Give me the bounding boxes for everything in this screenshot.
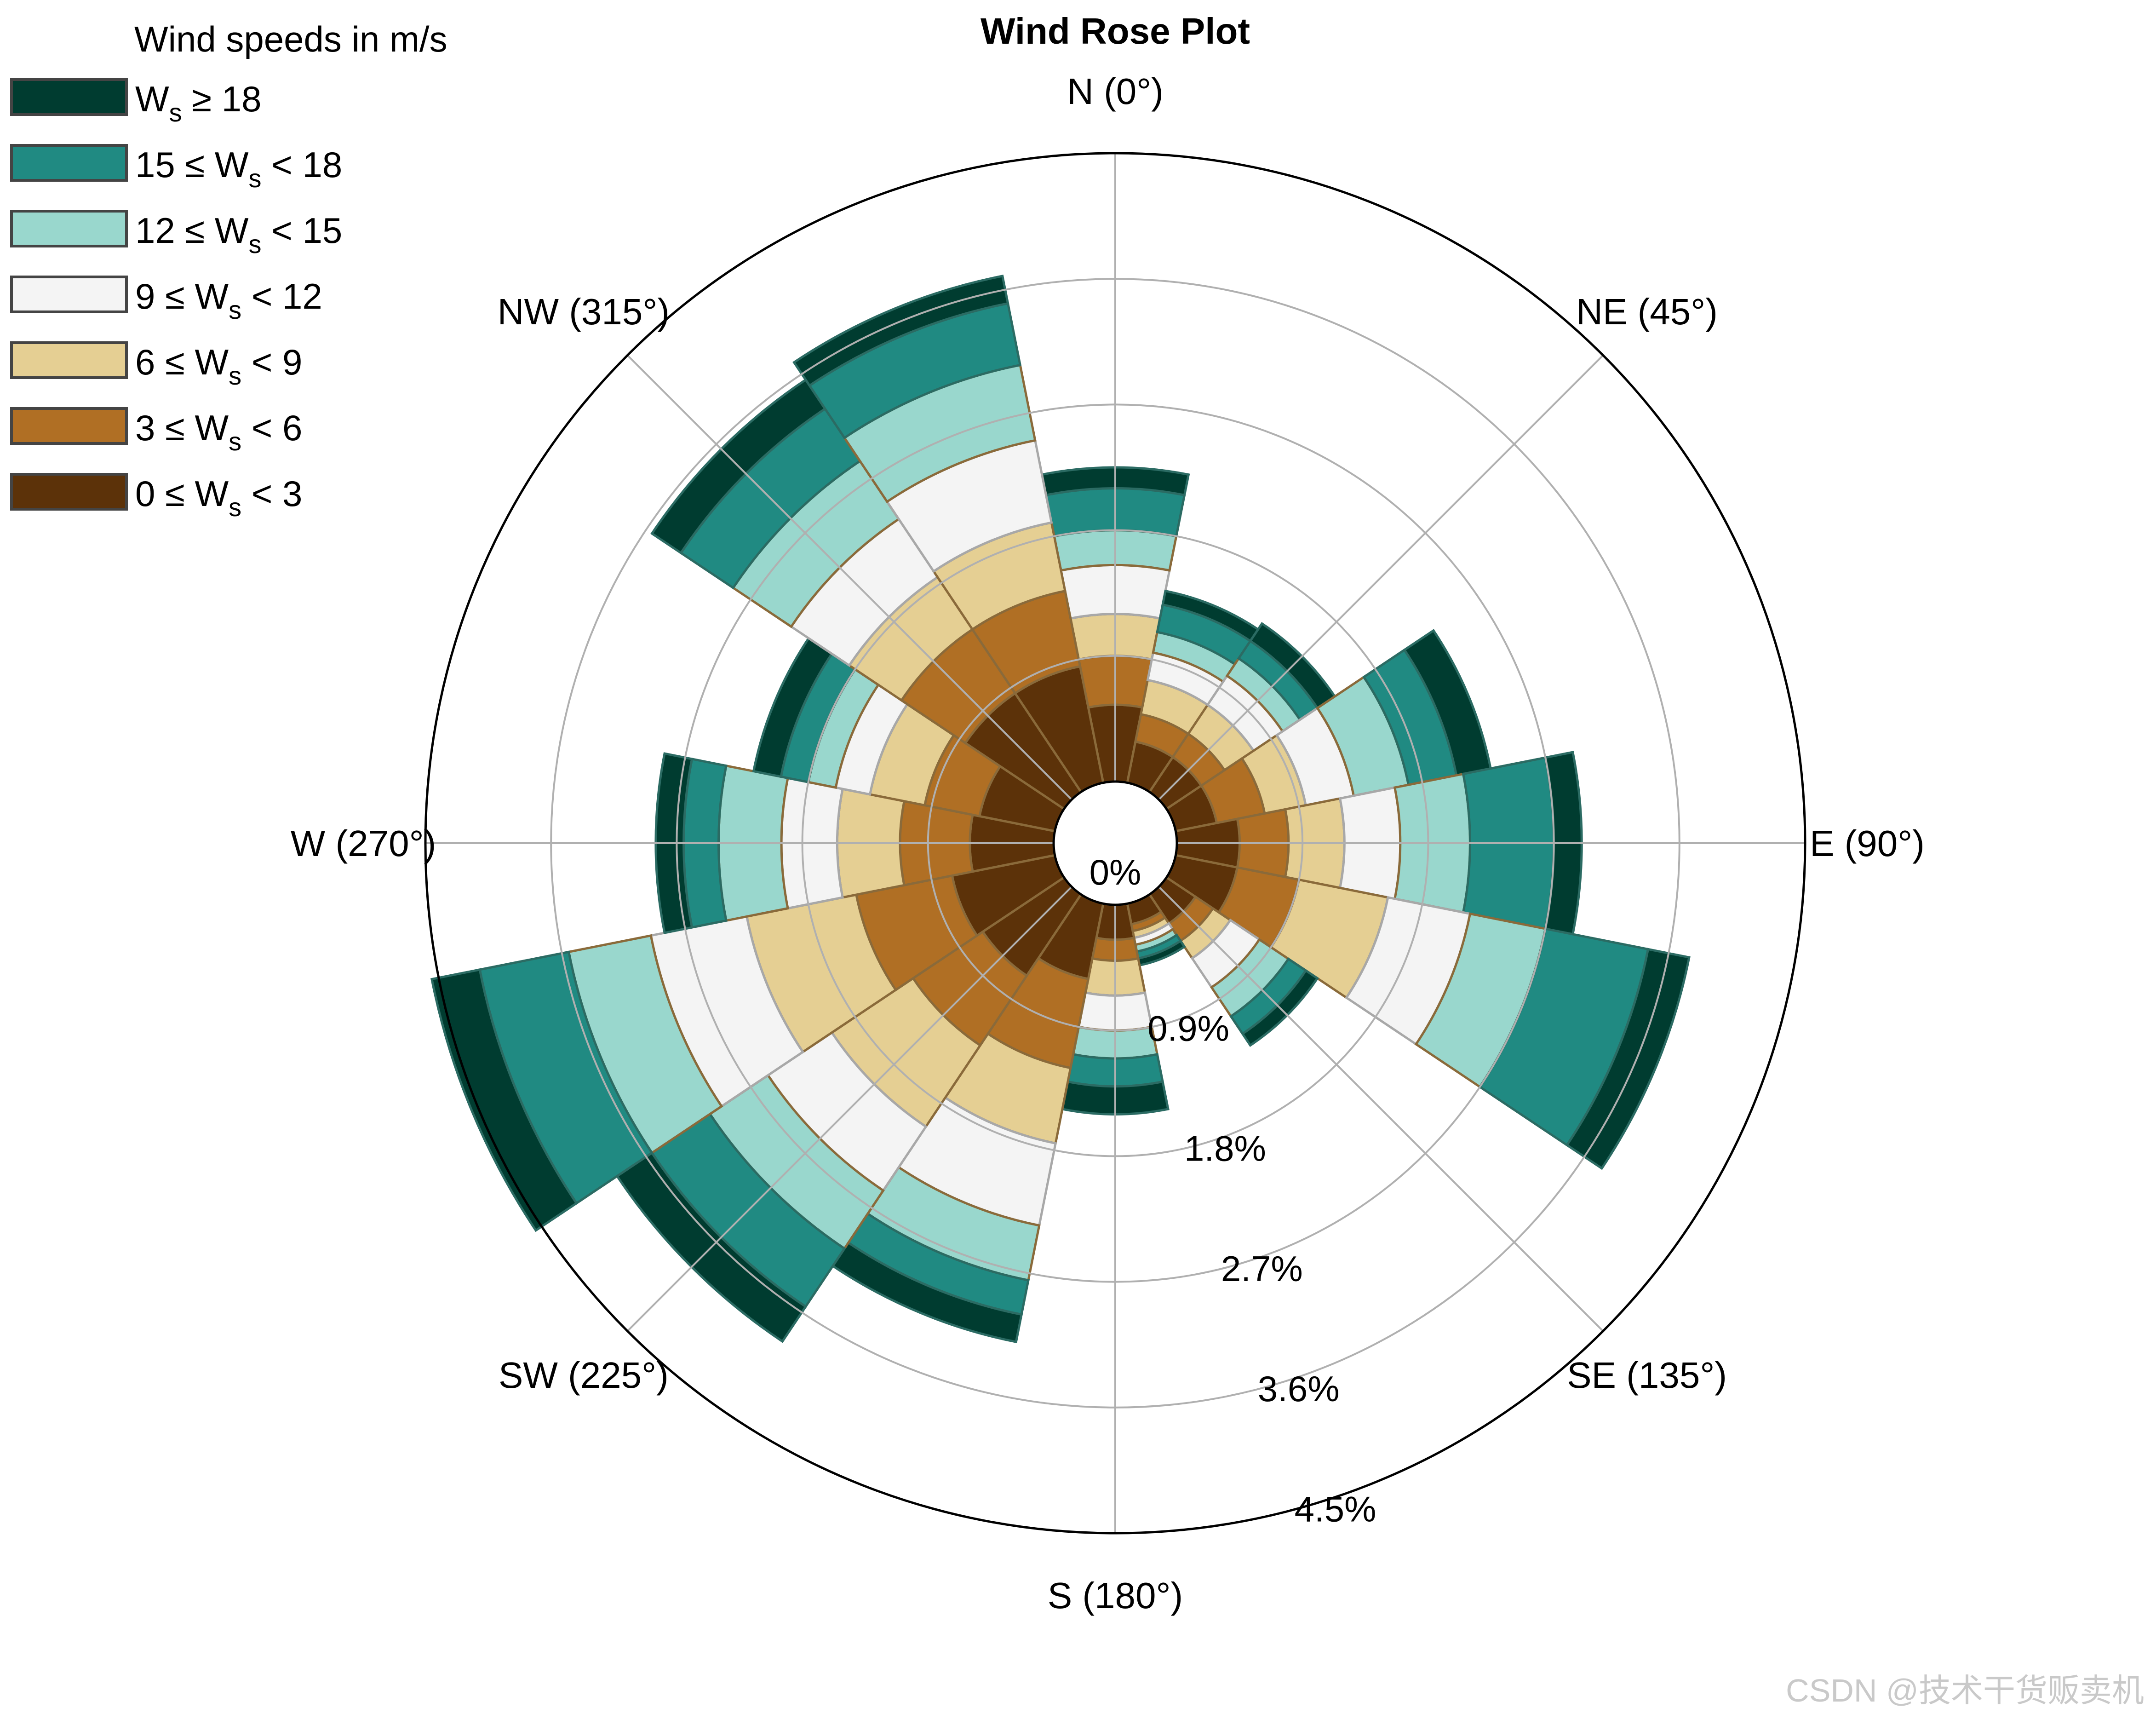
legend-label-main: W (214, 210, 249, 251)
legend-item-3: 9 ≤ Ws < 12 (10, 276, 562, 324)
legend-label-main: W (195, 276, 229, 316)
direction-label-3: SE (135°) (1567, 1355, 1727, 1396)
direction-label-1: NE (45°) (1576, 291, 1718, 332)
legend-label-rest: < 9 (241, 342, 303, 382)
legend-label-5: 3 ≤ Ws < 6 (135, 407, 303, 456)
sector-bars (430, 275, 1691, 1344)
legend-label-sub: s (229, 295, 242, 324)
legend-swatch-2 (10, 210, 128, 247)
grid-spoke-5 (626, 886, 1072, 1332)
direction-label-4: S (180°) (1048, 1575, 1183, 1616)
sector-bar-11-bin-6 (430, 968, 578, 1232)
legend-swatch-6 (10, 473, 128, 511)
radial-tick-label-2: 1.8% (1184, 1128, 1266, 1169)
inner-hole (1052, 780, 1178, 906)
grid-spoke-7 (626, 354, 1072, 800)
sector-bar-5-bin-6 (1565, 948, 1691, 1170)
radial-tick-label-4: 3.6% (1258, 1368, 1340, 1409)
legend-label-rest: < 18 (261, 144, 343, 185)
outer-ring (424, 152, 1806, 1535)
legend-title: Wind speeds in m/s (134, 19, 447, 59)
legend-label-prefix: 9 ≤ (135, 276, 195, 316)
legend-item-0: Ws ≥ 18 (10, 78, 562, 127)
legend-label-sub: s (229, 427, 242, 456)
legend-label-main: W (214, 144, 249, 185)
radial-tick-label-3: 2.7% (1221, 1248, 1303, 1289)
chart-title: Wind Rose Plot (981, 11, 1250, 52)
legend-label-1: 15 ≤ Ws < 18 (135, 144, 343, 193)
legend-label-4: 6 ≤ Ws < 9 (135, 341, 303, 390)
legend-item-6: 0 ≤ Ws < 3 (10, 473, 562, 522)
legend-label-main: W (195, 342, 229, 382)
legend-label-rest: < 6 (241, 408, 303, 448)
legend-item-5: 3 ≤ Ws < 6 (10, 407, 562, 456)
legend-label-3: 9 ≤ Ws < 12 (135, 276, 322, 324)
direction-label-2: E (90°) (1810, 823, 1925, 864)
legend-label-2: 12 ≤ Ws < 15 (135, 210, 343, 259)
legend-label-prefix: 15 ≤ (135, 144, 215, 185)
legend-item-1: 15 ≤ Ws < 18 (10, 144, 562, 193)
legend-label-rest: < 15 (261, 210, 343, 251)
legend-label-main: W (195, 473, 229, 514)
legend-item-4: 6 ≤ Ws < 9 (10, 341, 562, 390)
direction-label-5: SW (225°) (499, 1355, 669, 1396)
legend-swatch-4 (10, 341, 128, 379)
legend-swatch-3 (10, 276, 128, 313)
direction-labels: N (0°) NE (45°) E (90°) SE (135°) S (180°) SW… (291, 71, 1925, 1616)
legend-label-sub: s (169, 98, 182, 127)
radial-tick-labels: 0% 0.9% 1.8% 2.7% 3.6% 4.5% (1089, 852, 1376, 1529)
legend-label-sub: s (229, 493, 242, 522)
legend-label-main: W (135, 79, 169, 119)
legend-label-sub: s (229, 361, 242, 390)
grid-spoke-3 (1158, 886, 1604, 1332)
legend-label-prefix: 6 ≤ (135, 342, 195, 382)
legend-label-main: W (195, 408, 229, 448)
legend-swatch-5 (10, 407, 128, 445)
radial-tick-label-5: 4.5% (1295, 1489, 1376, 1529)
legend-label-sub: s (248, 230, 262, 259)
legend-label-6: 0 ≤ Ws < 3 (135, 473, 303, 522)
legend-label-0: Ws ≥ 18 (135, 78, 262, 127)
watermark: CSDN @技术干货贩卖机 (1786, 1673, 2144, 1708)
legend-label-sub: s (248, 164, 262, 193)
direction-label-6: W (270°) (291, 823, 436, 864)
legend-label-rest: < 12 (241, 276, 322, 316)
radial-tick-label-0: 0% (1089, 852, 1141, 892)
radial-tick-label-1: 0.9% (1147, 1008, 1229, 1048)
sector-bar-15-bin-6 (792, 275, 1009, 387)
legend-swatch-0 (10, 78, 128, 116)
direction-label-0: N (0°) (1067, 71, 1164, 112)
legend-label-prefix: 12 ≤ (135, 210, 215, 251)
legend-label-prefix: 0 ≤ (135, 473, 195, 514)
legend-label-rest: < 3 (241, 473, 303, 514)
direction-label-7: NW (315°) (498, 291, 670, 332)
legend-label-prefix: 3 ≤ (135, 408, 195, 448)
legend-swatch-1 (10, 144, 128, 182)
polar-grid (424, 152, 1806, 1535)
legend-item-2: 12 ≤ Ws < 15 (10, 210, 562, 259)
grid-spoke-1 (1158, 354, 1604, 800)
legend-label-rest: ≥ 18 (182, 79, 262, 119)
